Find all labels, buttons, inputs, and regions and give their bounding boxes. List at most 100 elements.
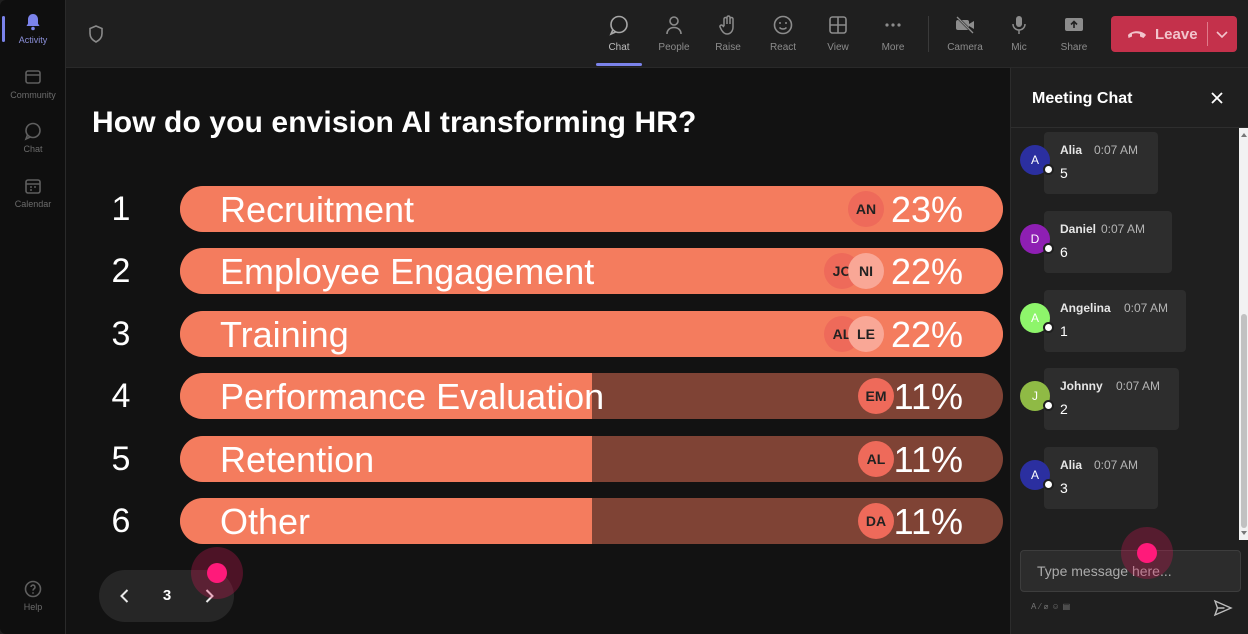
view-button[interactable]: View [811,10,865,62]
chat-scrollbar[interactable] [1239,128,1248,540]
format-icon[interactable]: A⁄ [1031,602,1044,611]
option-label: Retention [220,438,375,480]
leave-divider [1207,22,1208,46]
voter-avatar: AL [858,440,894,477]
close-icon[interactable] [1209,90,1225,106]
poll-option-row: 4 Performance Evaluation EM 11% [66,373,1010,420]
cursor-dot [1137,543,1157,563]
chevron-left-icon[interactable] [115,586,135,606]
presence-dot [1043,400,1054,411]
cursor-indicator [191,547,243,599]
message-bubble [1044,290,1186,352]
leave-button-label: Leave [1155,25,1198,43]
more-icon [885,23,901,27]
message-bubble [1044,132,1158,194]
option-number: 1 [111,190,131,228]
result-bar: Retention AL 11% [180,435,1003,482]
shield-icon[interactable] [86,24,106,44]
presence-dot [1043,243,1054,254]
rail-label: Community [10,90,56,100]
scrollbar-thumb[interactable] [1241,314,1247,528]
hang-up-icon [1128,31,1146,38]
chevron-down-icon[interactable] [1215,28,1229,40]
mic-button-label: Mic [1011,42,1027,53]
message-time: 0:07 AM [1094,143,1139,157]
message-text: 6 [1060,244,1068,260]
result-bar: Training AL LE 22% [180,310,1003,357]
voter-avatar: DA [858,503,894,539]
camera-button[interactable]: Camera [938,10,992,62]
camera-off-icon [956,16,974,34]
poll-question: How do you envision AI transforming HR? [92,106,697,139]
rail-item-chat[interactable]: Chat [0,121,66,154]
message-bubble [1044,368,1179,430]
poll-option-row: 5 Retention AL 11% [66,435,1010,482]
sender-name: Daniel [1060,222,1097,236]
presence-dot [1043,479,1054,490]
poll-option-row: 3 Training AL LE 22% [66,310,1010,357]
voter-avatar: NI [848,253,884,290]
poll-option-row: 1 Recruitment AN 23% [66,186,1010,232]
option-label: Other [220,501,311,542]
camera-button-label: Camera [947,42,983,53]
rail-item-community[interactable]: Community [0,67,66,100]
chevron-right-icon[interactable] [199,586,219,606]
chat-message[interactable]: J Johnny 0:07 AM 2 [1011,368,1241,434]
chat-icon [609,15,628,36]
option-number: 6 [111,502,131,540]
grid-view-icon [829,16,847,34]
microphone-icon [1012,16,1026,34]
scroll-down-icon[interactable] [1240,529,1248,537]
voter-avatar: AN [848,191,884,227]
scroll-up-icon[interactable] [1240,131,1248,139]
rail-item-activity[interactable]: Activity [0,12,66,45]
rail-label: Chat [23,144,43,154]
option-percentage: 11% [893,501,963,542]
option-percentage: 11% [893,376,963,418]
people-icon [666,16,682,35]
message-time: 0:07 AM [1124,301,1169,315]
raise-hand-button[interactable]: Raise [701,10,755,62]
mic-button[interactable]: Mic [992,10,1046,62]
message-time: 0:07 AM [1101,222,1146,236]
chat-message[interactable]: D Daniel 0:07 AM 6 [1011,211,1241,277]
chat-message[interactable]: A Alia 0:07 AM 5 [1011,132,1241,198]
people-button[interactable]: People [647,10,701,62]
rail-item-calendar[interactable]: Calendar [0,176,66,209]
rail-item-help[interactable]: Help [0,579,66,612]
share-screen-icon [1065,18,1083,31]
poll-option-row: 6 Other DA 11% [66,498,1010,544]
react-button-label: React [769,42,797,53]
cursor-dot [207,563,227,583]
chat-message[interactable]: A Alia 0:07 AM 3 [1011,447,1241,513]
bell-icon [26,14,40,31]
message-text: 2 [1060,401,1068,417]
leave-button[interactable]: Leave [1111,16,1237,52]
sender-name: Alia [1060,143,1083,157]
voter-avatar: LE [848,315,884,352]
chat-message[interactable]: A Angelina 0:07 AM 1 [1011,290,1241,356]
chat-header: Meeting Chat [1011,68,1248,128]
message-text: 3 [1060,480,1068,496]
view-button-label: View [827,42,849,53]
share-button[interactable]: Share [1047,10,1101,62]
hand-icon [719,15,734,35]
community-icon [25,70,41,84]
result-bar-fill [180,435,592,482]
react-button[interactable]: React [756,10,810,62]
chat-button[interactable]: Chat [592,10,646,66]
compose-tools[interactable]: A⁄⌀☺▤ [1031,602,1073,611]
more-button[interactable]: More [866,10,920,62]
attach-icon[interactable]: ⌀ [1043,602,1052,611]
calendar-icon [25,179,41,194]
chat-message-input[interactable]: Type message here... [1020,550,1241,592]
page-number: 3 [162,587,172,604]
chat-button-label: Chat [608,42,630,53]
gif-icon[interactable]: ▤ [1062,602,1074,611]
sender-name: Alia [1060,458,1083,472]
option-number: 5 [111,439,131,478]
meeting-toolbar: Chat People Raise React View More Camera [66,0,1248,68]
emoji-icon[interactable]: ☺ [1051,602,1063,611]
presence-dot [1043,164,1054,175]
send-icon[interactable] [1213,599,1233,617]
